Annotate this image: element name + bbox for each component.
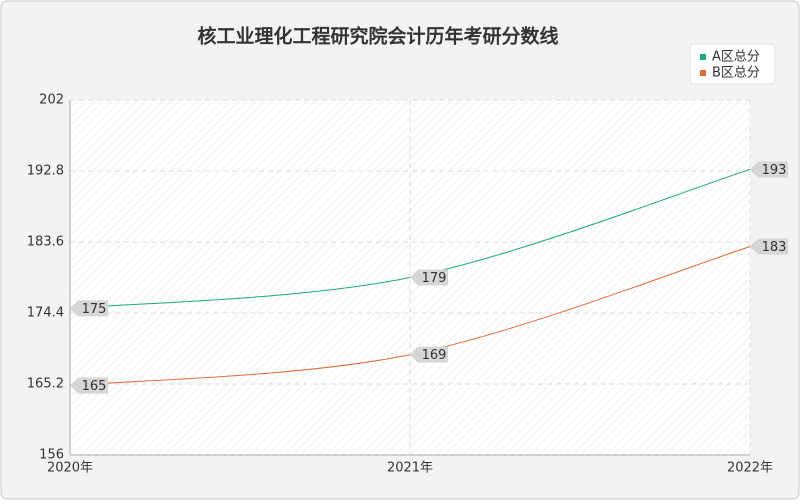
y-tick-label: 183.6: [27, 235, 64, 250]
data-label: 175: [82, 302, 107, 317]
legend-label: A区总分: [712, 50, 760, 65]
label-bg: [70, 377, 108, 394]
legend-swatch: [700, 54, 706, 60]
chart-title: 核工业理化工程研究院会计历年考研分数线: [197, 25, 558, 48]
x-tick-label: 2021年: [387, 461, 433, 476]
x-tick-label: 2022年: [727, 461, 773, 476]
x-tick-label: 2020年: [47, 461, 93, 476]
y-tick-label: 192.8: [27, 164, 64, 179]
y-tick-label: 202: [39, 93, 64, 108]
y-tick-label: 156: [39, 448, 64, 463]
label-bg: [70, 300, 108, 317]
legend-label: B区总分: [712, 66, 760, 81]
legend-swatch: [700, 70, 706, 76]
data-label: 183: [762, 240, 787, 255]
label-bg: [750, 161, 788, 178]
data-label: 179: [422, 271, 447, 286]
label-bg: [410, 346, 448, 363]
y-tick-label: 174.4: [27, 306, 64, 321]
series-line: [69, 246, 751, 387]
data-label: 169: [422, 348, 447, 363]
legend-box: [689, 43, 776, 85]
label-bg: [750, 238, 788, 255]
data-label: 165: [82, 379, 107, 394]
y-tick-label: 165.2: [27, 377, 64, 392]
label-bg: [410, 269, 448, 286]
data-label: 193: [762, 163, 787, 178]
